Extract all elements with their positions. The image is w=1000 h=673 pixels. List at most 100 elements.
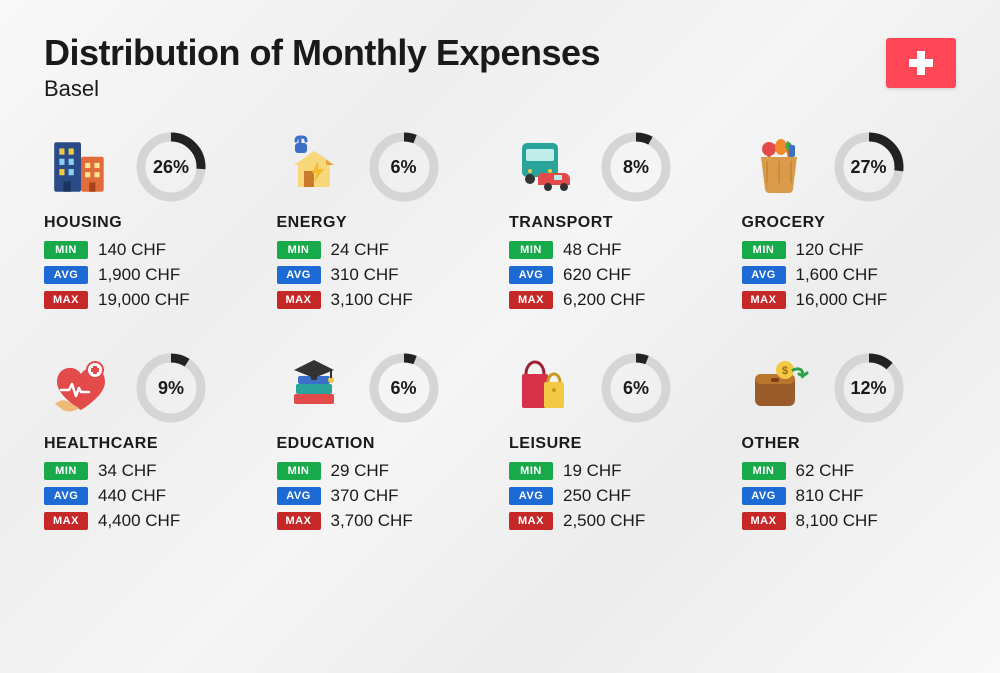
max-value: 8,100 CHF [796,511,878,531]
pct-donut: 6% [369,132,439,202]
max-badge: MAX [509,291,553,309]
pct-donut: 6% [369,353,439,423]
stat-min: MIN 48 CHF [509,240,724,260]
min-value: 48 CHF [563,240,622,260]
max-badge: MAX [277,291,321,309]
pct-label: 9% [136,353,206,423]
stat-max: MAX 6,200 CHF [509,290,724,310]
stat-min: MIN 24 CHF [277,240,492,260]
category-card-education: 6% EDUCATION MIN 29 CHF AVG 370 CHF MAX … [277,351,492,536]
pct-donut: 9% [136,353,206,423]
pct-label: 27% [834,132,904,202]
max-value: 3,700 CHF [331,511,413,531]
stat-avg: AVG 1,900 CHF [44,265,259,285]
pct-label: 26% [136,132,206,202]
avg-badge: AVG [509,266,553,284]
stat-avg: AVG 370 CHF [277,486,492,506]
min-value: 140 CHF [98,240,166,260]
max-value: 3,100 CHF [331,290,413,310]
stat-max: MAX 3,100 CHF [277,290,492,310]
avg-value: 1,600 CHF [796,265,878,285]
grocery-icon [742,130,816,204]
min-badge: MIN [742,462,786,480]
min-badge: MIN [509,462,553,480]
min-badge: MIN [742,241,786,259]
avg-badge: AVG [277,487,321,505]
stat-max: MAX 16,000 CHF [742,290,957,310]
stat-min: MIN 34 CHF [44,461,259,481]
healthcare-icon [44,351,118,425]
pct-donut: 12% [834,353,904,423]
page-subtitle: Basel [44,76,956,102]
min-value: 29 CHF [331,461,390,481]
transport-icon [509,130,583,204]
category-card-transport: 8% TRANSPORT MIN 48 CHF AVG 620 CHF MAX … [509,130,724,315]
stat-max: MAX 19,000 CHF [44,290,259,310]
max-value: 6,200 CHF [563,290,645,310]
stat-min: MIN 62 CHF [742,461,957,481]
stat-max: MAX 2,500 CHF [509,511,724,531]
avg-value: 810 CHF [796,486,864,506]
max-badge: MAX [509,512,553,530]
stat-max: MAX 8,100 CHF [742,511,957,531]
max-value: 16,000 CHF [796,290,888,310]
stat-avg: AVG 250 CHF [509,486,724,506]
category-card-healthcare: 9% HEALTHCARE MIN 34 CHF AVG 440 CHF MAX… [44,351,259,536]
max-badge: MAX [277,512,321,530]
category-name: HOUSING [44,214,259,232]
avg-badge: AVG [44,266,88,284]
stat-avg: AVG 1,600 CHF [742,265,957,285]
stat-avg: AVG 440 CHF [44,486,259,506]
pct-label: 6% [601,353,671,423]
category-name: ENERGY [277,214,492,232]
stat-max: MAX 4,400 CHF [44,511,259,531]
avg-badge: AVG [44,487,88,505]
max-badge: MAX [44,291,88,309]
category-name: OTHER [742,435,957,453]
stat-max: MAX 3,700 CHF [277,511,492,531]
avg-badge: AVG [277,266,321,284]
leisure-icon [509,351,583,425]
max-value: 2,500 CHF [563,511,645,531]
stat-min: MIN 140 CHF [44,240,259,260]
avg-value: 620 CHF [563,265,631,285]
category-card-leisure: 6% LEISURE MIN 19 CHF AVG 250 CHF MAX 2,… [509,351,724,536]
min-badge: MIN [277,241,321,259]
housing-icon [44,130,118,204]
max-badge: MAX [742,291,786,309]
category-name: GROCERY [742,214,957,232]
education-icon [277,351,351,425]
stat-min: MIN 19 CHF [509,461,724,481]
avg-value: 250 CHF [563,486,631,506]
min-badge: MIN [277,462,321,480]
avg-badge: AVG [742,487,786,505]
min-value: 120 CHF [796,240,864,260]
other-icon: $ [742,351,816,425]
pct-donut: 6% [601,353,671,423]
pct-label: 6% [369,132,439,202]
pct-label: 12% [834,353,904,423]
min-value: 34 CHF [98,461,157,481]
min-value: 24 CHF [331,240,390,260]
category-card-grocery: 27% GROCERY MIN 120 CHF AVG 1,600 CHF MA… [742,130,957,315]
avg-value: 1,900 CHF [98,265,180,285]
category-card-other: $ 12% OTHER MIN 62 CHF AVG 810 CHF MAX 8… [742,351,957,536]
min-badge: MIN [44,462,88,480]
avg-value: 370 CHF [331,486,399,506]
pct-donut: 8% [601,132,671,202]
avg-value: 310 CHF [331,265,399,285]
max-badge: MAX [742,512,786,530]
pct-donut: 26% [136,132,206,202]
category-grid: 26% HOUSING MIN 140 CHF AVG 1,900 CHF MA… [44,130,956,536]
energy-icon [277,130,351,204]
swiss-flag-icon [886,38,956,88]
pct-label: 6% [369,353,439,423]
svg-text:$: $ [781,365,787,377]
header: Distribution of Monthly Expenses Basel [44,32,956,102]
category-name: HEALTHCARE [44,435,259,453]
avg-badge: AVG [742,266,786,284]
min-badge: MIN [44,241,88,259]
max-value: 19,000 CHF [98,290,190,310]
stat-avg: AVG 620 CHF [509,265,724,285]
category-card-housing: 26% HOUSING MIN 140 CHF AVG 1,900 CHF MA… [44,130,259,315]
